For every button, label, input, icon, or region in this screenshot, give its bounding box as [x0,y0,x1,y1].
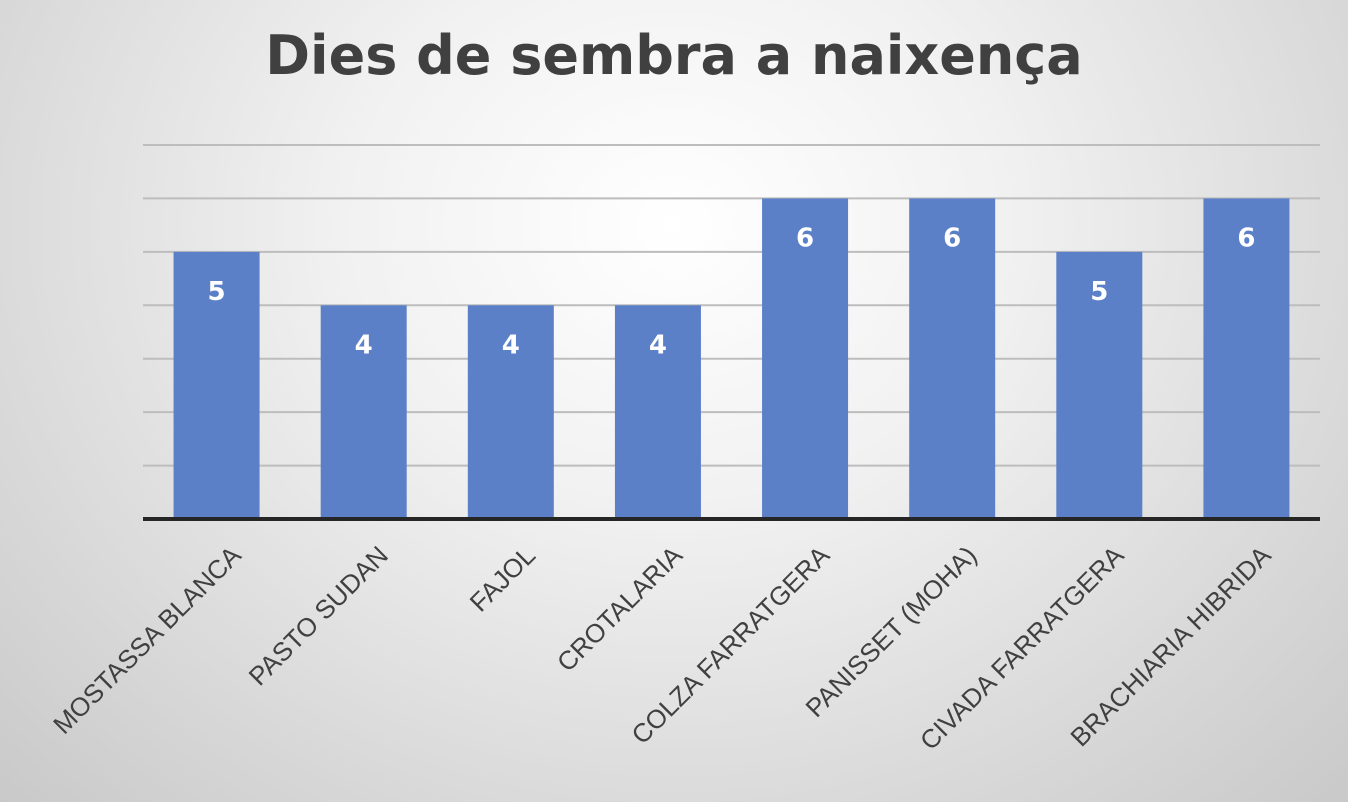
bar [909,198,996,519]
bar-value-label: 6 [1237,223,1255,253]
chart-title: Dies de sembra a naixença [265,24,1083,87]
bar [320,305,407,519]
data-labels: 5 4 4 4 6 6 5 6 [208,223,1256,360]
bar-value-label: 6 [796,223,814,253]
x-tick-label: FAJOL [464,540,541,617]
bar [1056,251,1143,519]
bar [1203,198,1290,519]
bar-value-label: 4 [502,330,520,360]
bar [762,198,849,519]
bars [173,198,1290,519]
x-tick-label: MOSTASSA BLANCA [47,540,247,740]
bar-value-label: 4 [649,330,667,360]
bar [173,251,260,519]
bar-value-label: 4 [355,330,373,360]
x-tick-label: CROTALARIA [551,540,689,678]
bar-value-label: 6 [943,223,961,253]
bar [614,305,701,519]
bar-value-label: 5 [1090,277,1108,307]
bar-value-label: 5 [208,277,226,307]
bar [467,305,554,519]
x-tick-label: PASTO SUDAN [243,540,394,691]
gridlines [143,144,1320,467]
